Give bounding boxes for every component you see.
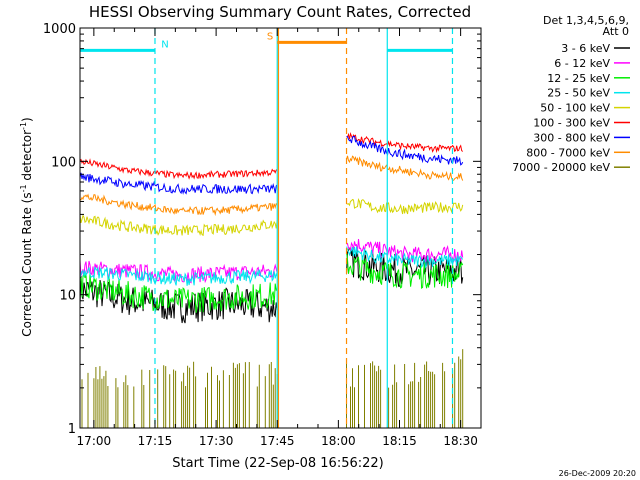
series-line-300-800-seg1 xyxy=(79,172,278,195)
series-line-12-25-seg1 xyxy=(79,272,278,313)
series-line-12-25-seg2 xyxy=(346,252,464,290)
legend-label-25-50: 25 - 50 keV xyxy=(547,87,610,100)
x-tick-label-1700: 17:00 xyxy=(77,434,112,448)
y-tick-label-1: 1 xyxy=(68,422,76,437)
legend-label-100-300: 100 - 300 keV xyxy=(533,117,610,130)
series-line-6-12-seg2 xyxy=(346,239,464,263)
y-tick-label-1000: 1000 xyxy=(43,22,76,37)
y-tick-label-10: 10 xyxy=(59,289,76,304)
y-axis-label: Corrected Count Rate (s-1 detector-1) xyxy=(19,117,34,336)
legend-label-6-12: 6 - 12 keV xyxy=(554,57,610,70)
x-tick-label-1800: 18:00 xyxy=(321,434,356,448)
series-line-25-50-seg1 xyxy=(79,266,278,286)
series-line-6-12-seg1 xyxy=(79,260,278,284)
footer-timestamp: 26-Dec-2009 20:20 xyxy=(559,469,636,478)
x-tick-label-1815: 18:15 xyxy=(382,434,417,448)
legend-label-7000-20000: 7000 - 20000 keV xyxy=(512,161,610,174)
series-line-7000-20000-seg2 xyxy=(346,349,464,428)
legend-header-line-1: Det 1,3,4,5,6,9, xyxy=(543,14,629,27)
y-tick-label-100: 100 xyxy=(51,155,76,170)
legend-header-line-2: Att 0 xyxy=(603,25,629,38)
series-line-50-100-seg2 xyxy=(346,198,464,215)
legend-label-300-800: 300 - 800 keV xyxy=(533,131,610,144)
annotation-label-s: S xyxy=(267,31,273,42)
plot-area: NS xyxy=(79,28,464,428)
series-line-7000-20000-seg1 xyxy=(79,361,278,428)
legend-label-800-7000: 800 - 7000 keV xyxy=(526,146,610,159)
x-tick-label-1830: 18:30 xyxy=(443,434,478,448)
legend-label-3-6: 3 - 6 keV xyxy=(561,42,610,55)
series-line-800-7000-seg1 xyxy=(79,193,278,217)
series-line-800-7000-seg2 xyxy=(346,155,464,181)
legend-label-12-25: 12 - 25 keV xyxy=(547,72,610,85)
axes: 17:00 17:15 17:30 17:45 18:00 18:15 18:30 1 10 10… xyxy=(43,22,481,448)
series-line-50-100-seg1 xyxy=(79,214,278,237)
legend: Det 1,3,4,5,6,9,Att 0 3 - 6 keV 6 - 12 keV… xyxy=(512,14,630,174)
legend-label-50-100: 50 - 100 keV xyxy=(540,102,610,115)
series-line-100-300-seg2 xyxy=(346,132,464,154)
chart-title: HESSI Observing Summary Count Rates, Cor… xyxy=(89,3,471,21)
annotation-label-n: N xyxy=(161,39,168,50)
x-tick-label-1745: 17:45 xyxy=(260,434,295,448)
series-line-100-300-seg1 xyxy=(79,158,278,180)
series-line-25-50-seg2 xyxy=(346,246,464,269)
x-axis-label: Start Time (22-Sep-08 16:56:22) xyxy=(172,456,383,471)
x-tick-label-1715: 17:15 xyxy=(138,434,173,448)
series-line-300-800-seg2 xyxy=(346,135,464,166)
plot-frame xyxy=(79,27,482,429)
x-tick-label-1730: 17:30 xyxy=(199,434,234,448)
